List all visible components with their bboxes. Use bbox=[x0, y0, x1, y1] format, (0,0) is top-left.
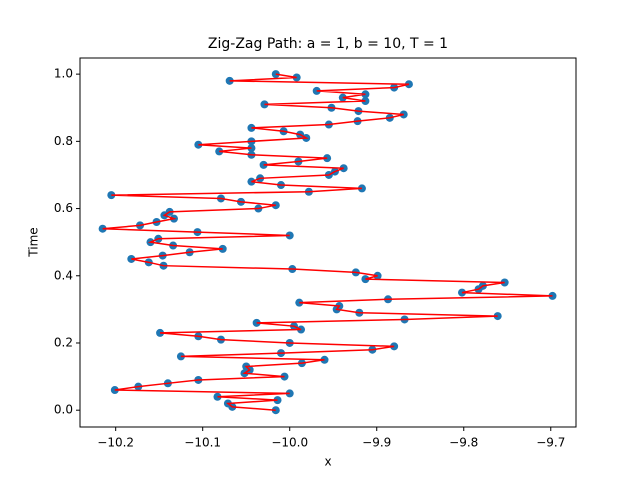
y-tick-label: 0.8 bbox=[54, 134, 73, 148]
x-tick-label: −10.2 bbox=[97, 436, 134, 450]
y-tick-label: 1.0 bbox=[54, 67, 73, 81]
y-tick-label: 0.6 bbox=[54, 201, 73, 215]
x-tick-label: −9.8 bbox=[449, 436, 478, 450]
chart-title: Zig-Zag Path: a = 1, b = 10, T = 1 bbox=[208, 36, 448, 52]
x-tick-label: −9.7 bbox=[536, 436, 565, 450]
y-tick-label: 0.2 bbox=[54, 335, 73, 349]
x-tick-label: −10.0 bbox=[271, 436, 308, 450]
y-tick-label: 0.0 bbox=[54, 403, 73, 417]
y-axis-label: Time bbox=[27, 227, 41, 257]
y-tick-label: 0.4 bbox=[54, 268, 73, 282]
path-line bbox=[102, 73, 553, 411]
x-tick-label: −10.1 bbox=[184, 436, 221, 450]
x-tick-label: −9.9 bbox=[362, 436, 391, 450]
x-axis-label: x bbox=[324, 455, 331, 469]
axes-frame bbox=[79, 57, 577, 428]
